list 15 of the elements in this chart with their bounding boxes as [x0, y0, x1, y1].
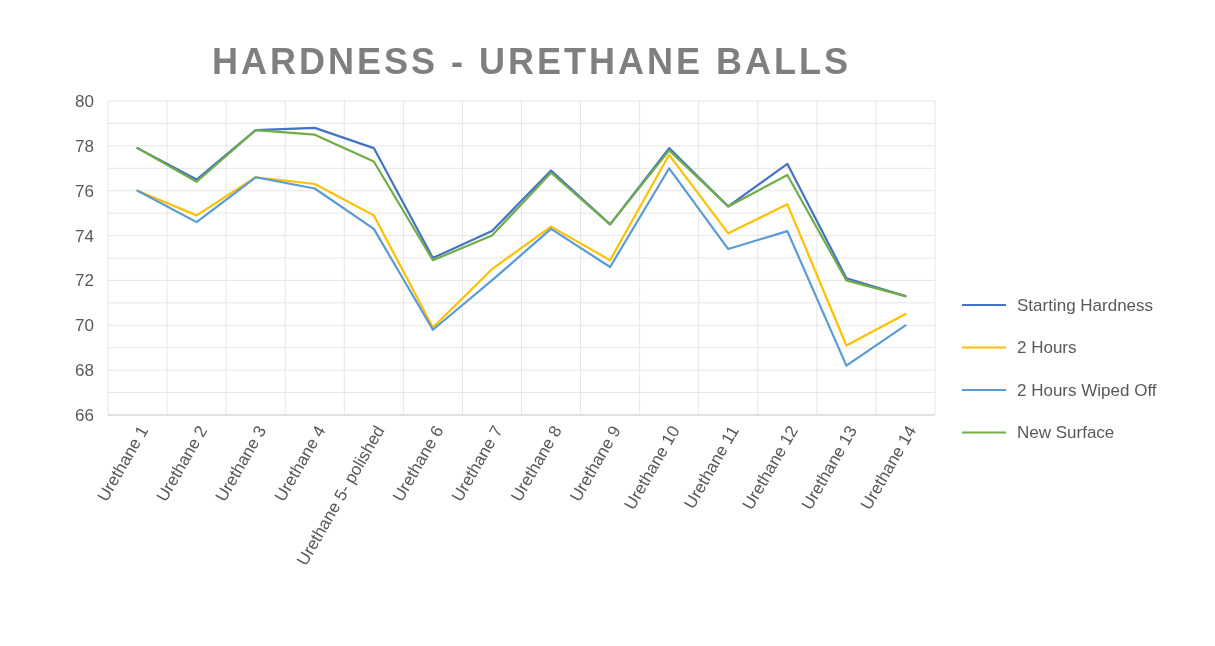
y-tick-label: 72: [75, 271, 94, 291]
legend-label: New Surface: [1017, 423, 1115, 443]
y-tick-label: 74: [75, 226, 94, 246]
line-series: [136, 153, 907, 347]
y-tick-label: 78: [75, 136, 94, 156]
line-series: [136, 167, 907, 367]
chart-title: HARDNESS - URETHANE BALLS: [211, 41, 852, 82]
y-tick-label: 76: [75, 181, 94, 201]
y-tick-label: 68: [75, 361, 94, 381]
y-tick-label: 66: [75, 405, 94, 425]
y-tick-label: 80: [75, 91, 94, 111]
legend-label: 2 Hours: [1017, 338, 1077, 358]
y-tick-label: 70: [75, 316, 94, 336]
legend-label: Starting Hardness: [1017, 295, 1154, 315]
legend-label: 2 Hours Wiped Off: [1017, 380, 1157, 400]
